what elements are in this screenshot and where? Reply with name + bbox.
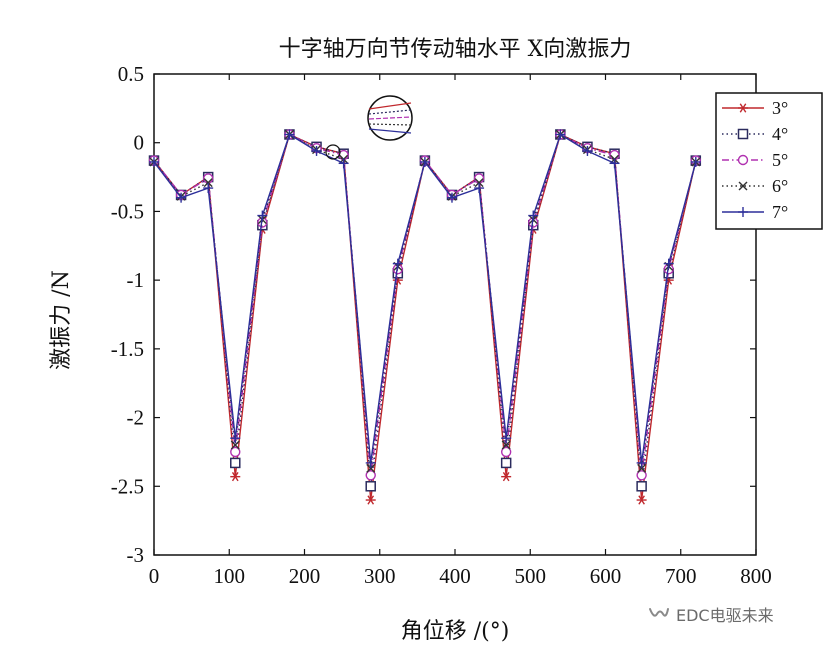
legend-box <box>715 92 823 230</box>
data-point <box>500 457 512 469</box>
x-tick-label: 300 <box>364 564 396 588</box>
data-point <box>637 463 647 473</box>
data-point <box>365 495 376 505</box>
data-point <box>636 457 647 468</box>
data-point <box>474 178 484 188</box>
legend-entry: 3° <box>722 98 788 118</box>
data-point <box>284 129 295 140</box>
plot-frame <box>153 73 757 556</box>
data-point <box>582 145 593 156</box>
x-tick-label: 700 <box>665 564 697 588</box>
x-tick-label: 0 <box>149 564 160 588</box>
wechat-channel-icon <box>649 608 669 617</box>
legend-marker <box>738 181 748 191</box>
x-tick-label: 400 <box>439 564 471 588</box>
data-point <box>230 433 241 444</box>
data-point <box>365 470 376 481</box>
legend-entry: 6° <box>722 176 788 196</box>
data-point <box>663 258 674 269</box>
data-point <box>365 481 376 492</box>
legend-marker <box>738 207 748 217</box>
data-point <box>338 158 349 169</box>
y-tick-label: -2 <box>127 406 145 430</box>
series-line <box>153 133 697 476</box>
data-point <box>609 158 620 169</box>
x-tick-label: 600 <box>590 564 622 588</box>
x-axis-label: 角位移 /(°) <box>401 619 510 644</box>
data-point <box>474 183 485 194</box>
data-point <box>230 457 241 469</box>
y-tick-label: 0.5 <box>118 62 144 86</box>
zoom-region-marker <box>325 144 341 160</box>
data-point <box>446 192 457 203</box>
data-point <box>392 258 403 269</box>
data-point <box>500 446 512 458</box>
data-point <box>501 440 511 450</box>
data-point <box>311 145 322 156</box>
y-tick-label: -0.5 <box>111 199 144 223</box>
legend-marker <box>738 103 748 113</box>
data-point <box>365 457 376 468</box>
legend-marker <box>737 128 749 140</box>
series-5 <box>149 129 701 468</box>
legend-label: 7° <box>772 202 788 222</box>
series-3 <box>148 129 701 481</box>
y-tick-label: 0 <box>134 131 145 155</box>
legend-label: 5° <box>772 150 788 170</box>
series-line <box>153 133 697 487</box>
legend-entry: 5° <box>722 150 788 170</box>
data-point <box>203 178 213 188</box>
data-point <box>636 495 647 505</box>
data-point <box>419 156 430 167</box>
x-tick-label: 200 <box>289 564 321 588</box>
y-tick-label: -1 <box>127 268 145 292</box>
series-line <box>153 133 697 470</box>
data-point <box>366 463 376 473</box>
data-point <box>528 210 539 221</box>
watermark: EDC电驱未来 <box>648 602 774 626</box>
legend-label: 6° <box>772 176 788 196</box>
legend-label: 3° <box>772 98 788 118</box>
data-point <box>149 156 159 167</box>
legend-marker <box>737 154 749 166</box>
data-point <box>501 472 512 482</box>
series-line <box>153 133 697 464</box>
y-tick-label: -1.5 <box>111 337 144 361</box>
y-axis-label: 激振力 /N <box>49 270 74 370</box>
data-point <box>203 183 214 194</box>
zoom-inset-icon <box>367 95 413 141</box>
data-point <box>555 129 566 140</box>
x-tick-label: 100 <box>214 564 246 588</box>
y-tick-label: -2.5 <box>111 474 144 498</box>
chart-title: 十字轴万向节传动轴水平 X向激振力 <box>279 37 632 62</box>
x-tick-label: 500 <box>515 564 547 588</box>
legend-label: 4° <box>772 124 788 144</box>
data-point <box>257 210 268 221</box>
legend-entry: 4° <box>722 124 788 144</box>
data-point <box>176 192 187 203</box>
data-point <box>230 472 241 482</box>
data-point <box>230 440 240 450</box>
legend-entry: 7° <box>722 202 788 222</box>
y-tick-label: -3 <box>127 543 145 567</box>
legend: 3° 4° 5° 6° 7° <box>715 92 823 230</box>
series-layer <box>148 129 702 505</box>
data-point <box>690 156 701 167</box>
data-point <box>636 481 647 492</box>
watermark-text: EDC电驱未来 <box>676 606 774 625</box>
data-point <box>501 433 512 444</box>
axis-ticks: 0 100 200 300 400 500 600 700 800 0.5 0 -0.5 -1 -1.5 -… <box>111 62 772 588</box>
data-point <box>230 446 241 458</box>
data-point <box>636 470 647 481</box>
x-tick-label: 800 <box>740 564 772 588</box>
